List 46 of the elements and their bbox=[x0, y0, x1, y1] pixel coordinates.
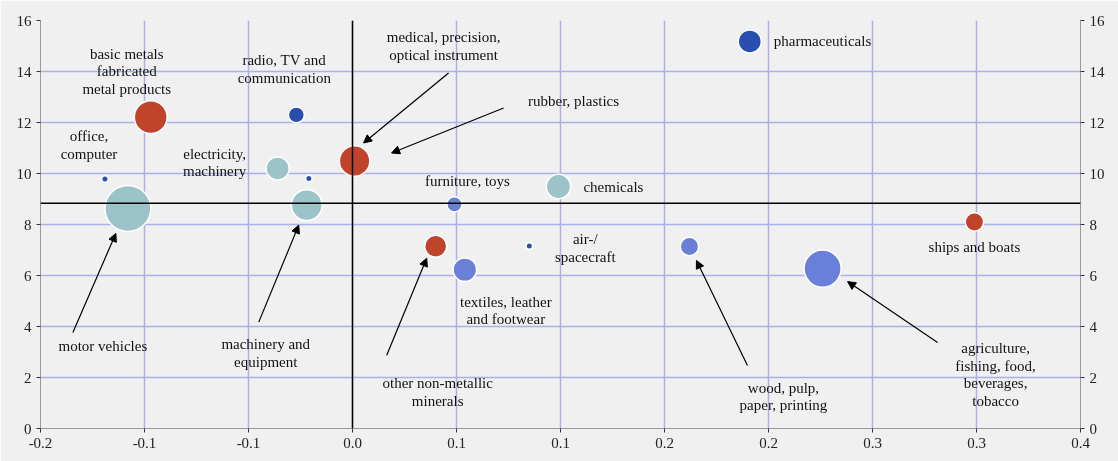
annotation: rubber, plastics bbox=[528, 93, 620, 109]
annotation: pharmaceuticals bbox=[773, 33, 872, 50]
y-tick-label: 10 bbox=[16, 165, 32, 182]
y-tick-label: 8 bbox=[24, 216, 32, 233]
annotation: radio, TV and communication bbox=[237, 52, 332, 86]
y-tick-label: 2 bbox=[24, 369, 32, 386]
x-tick-label: -0.1 bbox=[236, 434, 261, 451]
y-tick-label: 16 bbox=[16, 12, 32, 29]
annotation: basic metals fabricated metal products bbox=[82, 45, 172, 97]
y-tick-label: 14 bbox=[16, 63, 32, 80]
annotation: agriculture, fishing, food, beverages, tobacco bbox=[955, 340, 1036, 410]
x-tick-label: 0.4 bbox=[1071, 434, 1091, 451]
x-tick-label: 0.0 bbox=[343, 434, 362, 451]
y-tick-label: 6 bbox=[24, 267, 32, 284]
annotation: medical, precision, optical instrument bbox=[386, 29, 501, 63]
y-tick-label: 4 bbox=[24, 318, 32, 335]
annotation: wood, pulp, paper, printing bbox=[739, 379, 828, 414]
annotation: furniture, toys bbox=[424, 173, 511, 190]
y2-tick-label: 4 bbox=[1089, 318, 1098, 335]
x-tick-label: 0.1 bbox=[551, 434, 570, 451]
annotation: ships and boats bbox=[928, 238, 1021, 255]
y-tick-label: 0 bbox=[24, 420, 32, 437]
x-tick-label: -0.1 bbox=[132, 434, 157, 451]
x-tick-label: 0.2 bbox=[655, 434, 674, 451]
y2-tick-label: 6 bbox=[1089, 267, 1098, 284]
x-tick-label: 0.3 bbox=[863, 434, 882, 451]
annotation: electricity, machinery bbox=[182, 145, 247, 180]
y2-tick-label: 2 bbox=[1089, 369, 1097, 386]
y2-tick-label: 8 bbox=[1089, 216, 1097, 233]
annotation: textiles, leather and footwear bbox=[460, 293, 552, 328]
x-tick-label: 0.1 bbox=[447, 434, 466, 451]
y2-tick-label: 12 bbox=[1089, 114, 1105, 131]
annotation: office, computer bbox=[60, 128, 118, 162]
annotation: machinery and equipment bbox=[221, 336, 311, 370]
y2-tick-label: 16 bbox=[1089, 12, 1105, 29]
annotation: other non-metallic minerals bbox=[382, 375, 494, 409]
y2-tick-label: 14 bbox=[1089, 63, 1105, 80]
y2-tick-label: 10 bbox=[1089, 165, 1105, 182]
annotation: air-/ spacecraft bbox=[554, 231, 617, 265]
annotation: chemicals bbox=[583, 178, 644, 195]
x-tick-label: 0.3 bbox=[967, 434, 986, 451]
x-tick-label: 0.2 bbox=[759, 434, 778, 451]
annotation: motor vehicles bbox=[58, 338, 148, 355]
y-tick-label: 12 bbox=[16, 114, 32, 131]
y2-tick-label: 0 bbox=[1089, 420, 1097, 437]
x-tick-label: -0.2 bbox=[28, 434, 53, 451]
